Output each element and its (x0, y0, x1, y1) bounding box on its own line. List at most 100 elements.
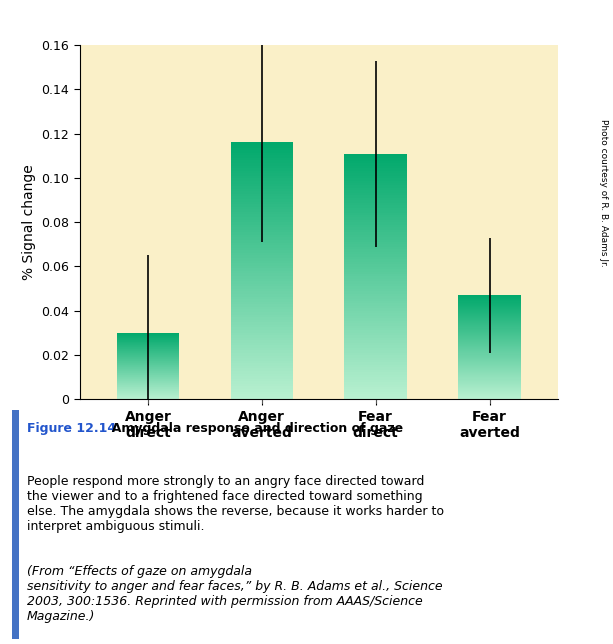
Bar (345, 198, 407, 200)
Bar (116, 336, 180, 337)
Bar (458, 325, 521, 327)
Bar (458, 392, 521, 393)
Bar (116, 380, 180, 381)
Bar (230, 261, 293, 263)
Bar (458, 295, 521, 296)
Bar (458, 336, 521, 337)
Bar (230, 189, 293, 191)
Bar (458, 369, 521, 370)
Bar (345, 294, 407, 296)
Bar (458, 313, 521, 314)
Bar (116, 397, 180, 398)
Bar (116, 395, 180, 396)
Bar (230, 330, 293, 332)
Bar (230, 155, 293, 158)
Bar (458, 342, 521, 343)
Bar (458, 384, 521, 386)
Bar (116, 359, 180, 360)
Bar (345, 242, 407, 245)
Bar (345, 370, 407, 372)
Bar (345, 392, 407, 394)
Bar (230, 230, 293, 232)
Bar (345, 164, 407, 166)
Bar (345, 254, 407, 257)
Bar (116, 357, 180, 358)
Bar (458, 301, 521, 303)
Bar (230, 196, 293, 199)
Bar (345, 333, 407, 336)
Bar (458, 381, 521, 382)
Bar (230, 335, 293, 337)
Bar (230, 355, 293, 358)
Bar (458, 361, 521, 362)
Bar (345, 323, 407, 326)
Bar (345, 153, 407, 156)
Bar (345, 318, 407, 321)
Bar (230, 269, 293, 271)
Bar (230, 374, 293, 376)
Bar (458, 389, 521, 390)
Bar (345, 286, 407, 289)
Bar (458, 296, 521, 298)
Bar (458, 317, 521, 318)
Bar (230, 325, 293, 327)
Bar (458, 347, 521, 348)
Bar (345, 234, 407, 237)
Bar (230, 173, 293, 176)
Bar (230, 238, 293, 240)
Bar (230, 222, 293, 225)
Bar (345, 365, 407, 367)
Bar (116, 363, 180, 364)
Bar (116, 346, 180, 347)
Bar (345, 158, 407, 161)
Bar (345, 220, 407, 222)
Bar (458, 323, 521, 325)
Bar (345, 230, 407, 232)
Bar (458, 364, 521, 365)
Bar (345, 343, 407, 345)
Bar (230, 312, 293, 314)
Bar (458, 333, 521, 334)
Bar (345, 390, 407, 392)
Bar (230, 307, 293, 309)
Bar (458, 349, 521, 350)
Bar (116, 353, 180, 354)
Bar (230, 348, 293, 350)
Bar (230, 158, 293, 160)
Bar (230, 366, 293, 368)
Text: Photo courtesy of R. B. Adams Jr.: Photo courtesy of R. B. Adams Jr. (600, 119, 608, 267)
Bar (458, 368, 521, 369)
Bar (345, 308, 407, 311)
Bar (345, 178, 407, 180)
Bar (116, 347, 180, 348)
Bar (458, 341, 521, 342)
Bar (116, 381, 180, 382)
Bar (116, 389, 180, 390)
Bar (230, 350, 293, 353)
Bar (458, 363, 521, 364)
Text: (From “Effects of gaze on amygdala
sensitivity to anger and fear faces,” by R. B: (From “Effects of gaze on amygdala sensi… (26, 565, 442, 623)
Bar (230, 343, 293, 345)
Bar (345, 166, 407, 168)
Bar (230, 166, 293, 168)
Bar (345, 260, 407, 261)
Bar (458, 350, 521, 352)
Bar (116, 371, 180, 372)
Bar (458, 310, 521, 311)
Bar (116, 374, 180, 375)
Bar (458, 311, 521, 312)
Bar (345, 355, 407, 357)
Bar (230, 299, 293, 301)
Bar (230, 384, 293, 386)
Bar (116, 386, 180, 387)
Bar (458, 390, 521, 391)
Bar (230, 289, 293, 292)
Bar (116, 378, 180, 379)
Bar (345, 382, 407, 384)
Bar (116, 358, 180, 359)
Bar (458, 377, 521, 379)
Bar (345, 363, 407, 365)
Bar (116, 348, 180, 349)
Bar (458, 318, 521, 319)
Bar (116, 369, 180, 370)
